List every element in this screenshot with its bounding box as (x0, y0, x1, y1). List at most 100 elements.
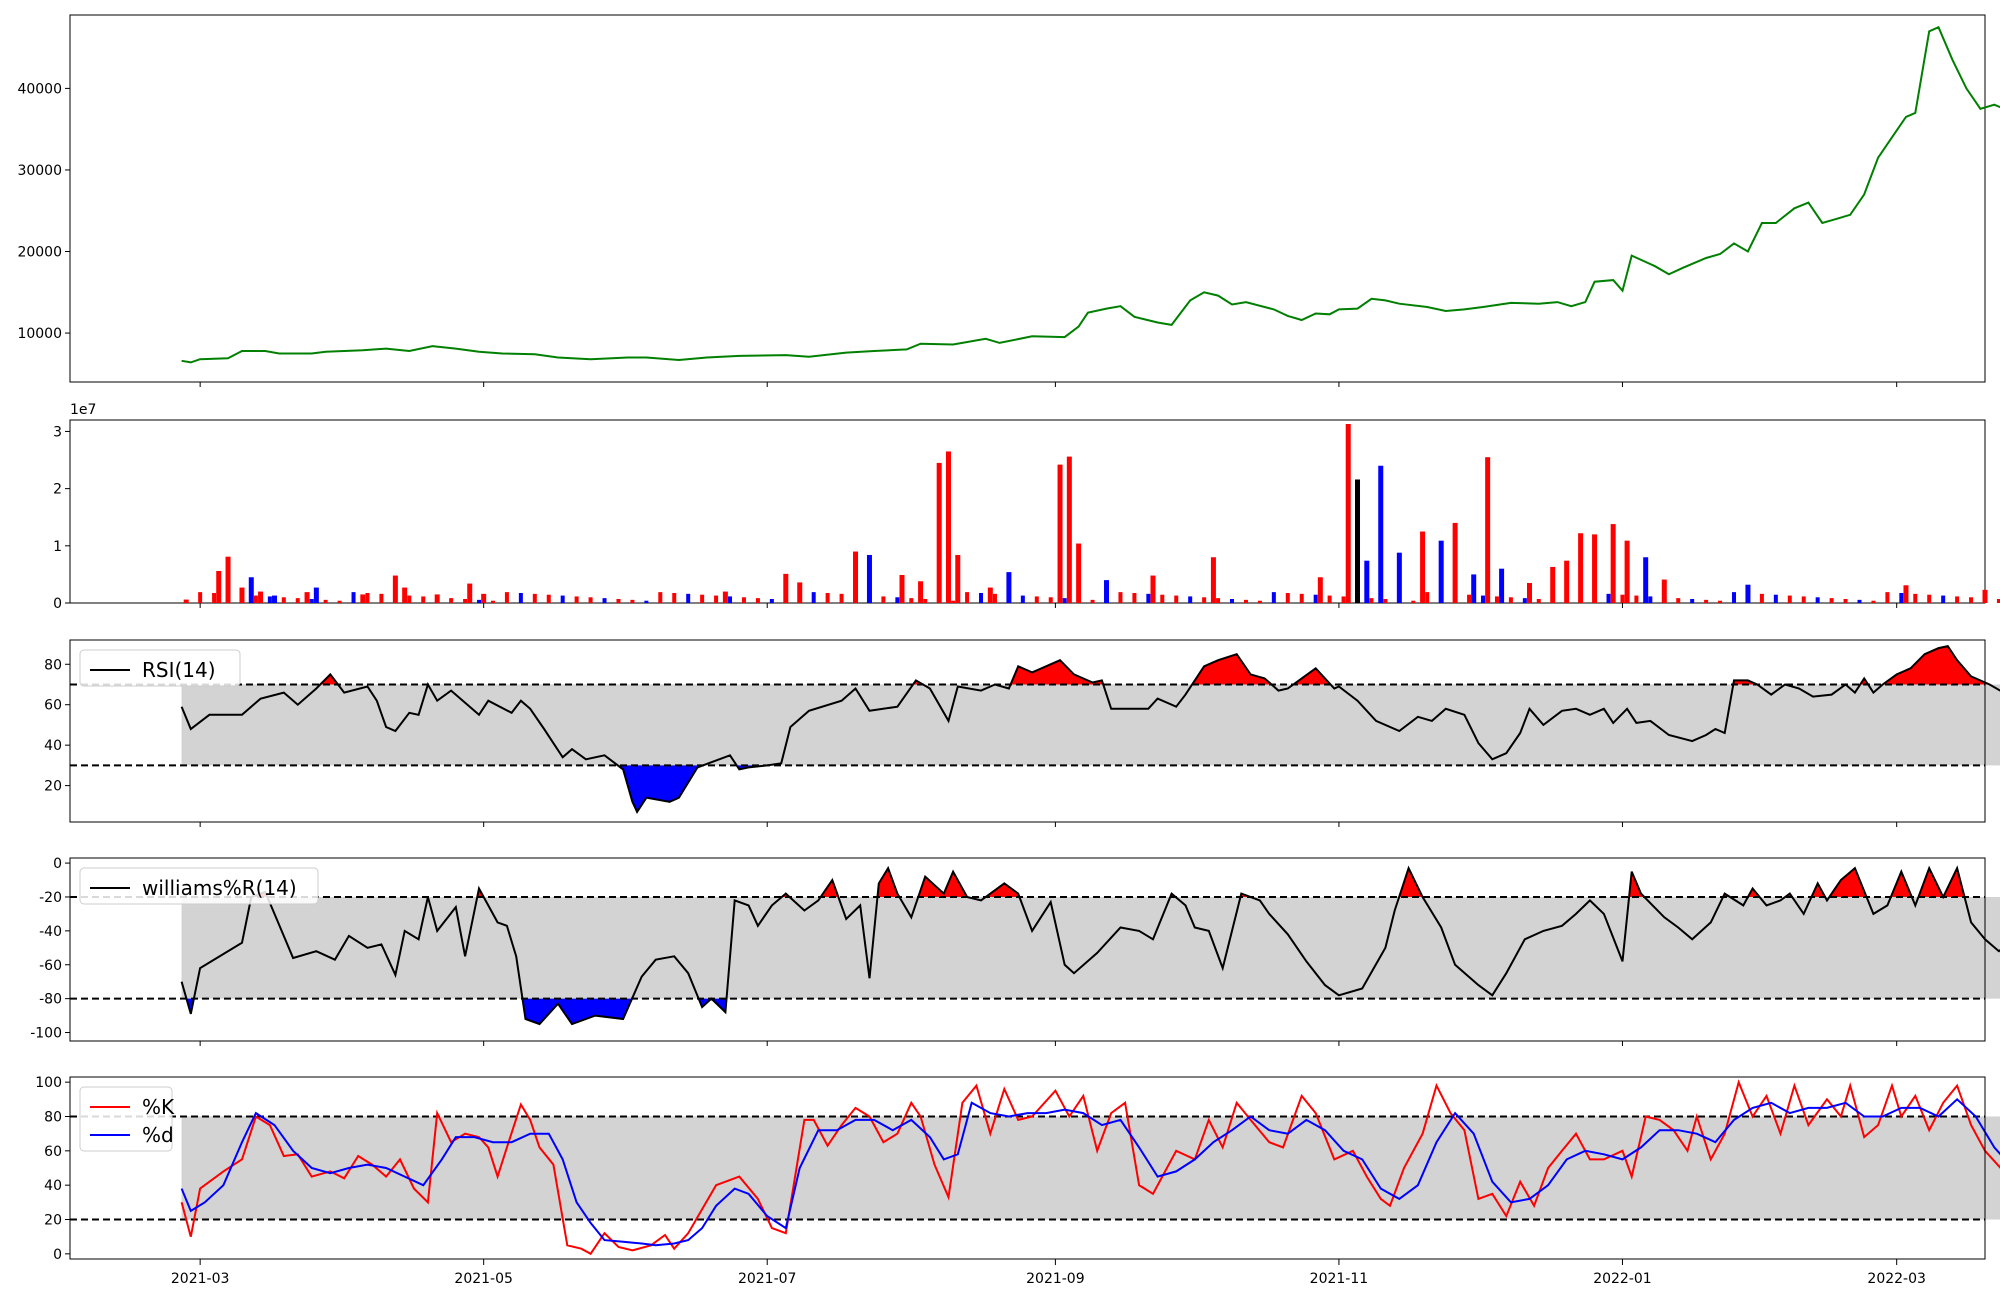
williams-overbought-fill (1399, 868, 1423, 897)
williams-ytick-label: -60 (39, 958, 62, 974)
volume-bar (1452, 522, 1458, 603)
volume-bar (992, 593, 997, 603)
williams-legend (79, 867, 319, 905)
stoch-ytick-label: 80 (44, 1109, 62, 1125)
rsi-overbought-fill (1733, 680, 1758, 685)
rsi-line-1 (180, 644, 2000, 814)
volume-bar (1522, 598, 1527, 603)
stoch-line-2 (180, 1097, 2000, 1247)
volume-bar (1341, 596, 1346, 603)
williams-overbought-fill (1918, 868, 1944, 897)
stoch-line-1 (180, 1079, 2000, 1256)
volume-bar (1759, 593, 1764, 603)
volume-bar (728, 596, 733, 603)
volume-bar (783, 573, 789, 603)
rsi-overbought-fill (1192, 654, 1272, 685)
volume-bar (183, 599, 189, 603)
volume-bar (602, 598, 607, 603)
volume-bar (323, 599, 328, 603)
volume-bar (560, 595, 565, 603)
volume-bar (918, 581, 924, 603)
volume-bar (239, 587, 245, 603)
volume-bar (1526, 582, 1532, 603)
volume-bar (1718, 600, 1723, 603)
volume-bar (1676, 598, 1681, 603)
volume-bar (951, 600, 956, 603)
volume-bar (839, 593, 844, 603)
volume-bar (1160, 594, 1165, 603)
volume-bar (616, 598, 621, 603)
volume-bar (212, 592, 217, 603)
rsi-overbought-fill (320, 674, 338, 685)
stoch-ytick-label: 40 (44, 1178, 62, 1194)
rsi-ytick-label: 40 (44, 738, 62, 754)
volume-bar (1048, 597, 1053, 603)
x-tick-label: 2021-07 (738, 1271, 797, 1287)
volume-bar (434, 594, 440, 603)
rsi-ytick-label: 80 (44, 657, 62, 673)
volume-bar (1104, 580, 1110, 603)
volume-bar (1592, 534, 1598, 603)
williams-ytick-label: 0 (53, 856, 62, 872)
price-ytick-label: 40000 (17, 81, 62, 97)
volume-bar (1317, 577, 1323, 603)
rsi-overbought-fill (1293, 668, 1331, 685)
x-tick-label: 2021-05 (454, 1271, 513, 1287)
volume-bar (1411, 600, 1416, 603)
volume-bar (467, 583, 473, 603)
volume-bar (258, 591, 264, 603)
volume-bar (1885, 592, 1890, 603)
volume-bar (267, 596, 272, 603)
volume-bar (1969, 597, 1974, 603)
volume-bar (1499, 568, 1505, 603)
volume-bar (313, 587, 319, 603)
williams-ytick-label: -80 (39, 992, 62, 1008)
stoch-ytick-label: 100 (35, 1075, 62, 1091)
volume-bar (1471, 574, 1477, 603)
stoch-ytick-label: 60 (44, 1144, 62, 1160)
volume-bar (1062, 598, 1067, 603)
volume-bar (295, 598, 300, 603)
volume-bar (402, 587, 408, 603)
volume-bar (1508, 597, 1513, 603)
rsi-oversold-fill (736, 765, 768, 770)
volume-bar (1661, 579, 1667, 603)
volume-bar (1634, 595, 1639, 603)
williams-legend-label: williams%R(14) (142, 876, 297, 900)
stoch-ytick-label: 0 (53, 1247, 62, 1263)
volume-bar (1745, 584, 1751, 603)
volume-bar (1090, 599, 1095, 603)
volume-bar (449, 598, 454, 603)
volume-bar (588, 597, 593, 603)
volume-bar (225, 556, 231, 603)
volume-bar (1801, 596, 1806, 603)
volume-bar (945, 451, 951, 603)
volume-bar (481, 593, 487, 603)
volume-bar (216, 570, 222, 603)
price-ytick-label: 10000 (17, 326, 62, 342)
volume-bar (895, 597, 900, 603)
volume-bar (1076, 543, 1082, 603)
volume-bar (1378, 465, 1384, 603)
rsi-oversold-fill (617, 765, 703, 812)
volume-bar (504, 592, 509, 603)
volume-bar (337, 600, 342, 603)
volume-ytick-label: 0 (53, 596, 62, 612)
rsi-legend-label: RSI(14) (142, 658, 216, 682)
rsi-ytick-label: 20 (44, 779, 62, 795)
volume-bar (1903, 585, 1909, 603)
williams-panel-frame (69, 857, 1986, 1042)
volume-ytick-label: 1 (53, 539, 62, 555)
volume-bar (1643, 557, 1649, 603)
volume-bar (1132, 592, 1137, 603)
volume-bar (1899, 592, 1904, 603)
volume-bar (1150, 575, 1156, 603)
volume-bar (421, 596, 426, 603)
volume-bar (1732, 592, 1737, 603)
rsi-ytick-label: 60 (44, 698, 62, 714)
volume-bar (741, 597, 746, 603)
stoch-legend-label: %d (142, 1123, 174, 1147)
volume-bar (1941, 595, 1946, 603)
volume-bar (1536, 598, 1541, 603)
